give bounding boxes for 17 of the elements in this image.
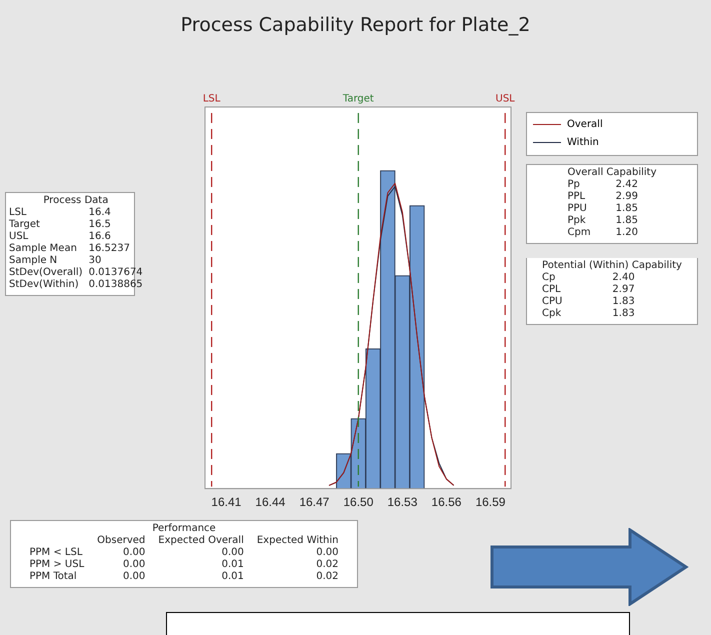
ref-line-label: USL bbox=[496, 94, 516, 105]
x-tick-label: 16.41 bbox=[211, 495, 242, 510]
legend-label: Within bbox=[567, 136, 599, 148]
legend-label: Overall bbox=[567, 118, 603, 130]
ref-line-label: Target bbox=[342, 94, 374, 105]
text: Potential (Within) Capability Cp 2.40 CPL 2.97 CPU 1.83 Cpk 1.83 bbox=[542, 260, 682, 319]
x-tick-label: 16.47 bbox=[299, 495, 330, 510]
ref-line-label: LSL bbox=[202, 94, 221, 105]
text: Process Data LSL 16.4 Target 16.5 USL 16.6 Sample Mean 16.5237 Sample N 30 StDev(Overall) 0.0137674 StDev(Within) 0.0138865 bbox=[9, 195, 143, 290]
text: Performance Observed Expected Overall Expected Within PPM < LSL 0.00 0.00 0.00 PPM > USL 0.00 0.01 0.02 PPM Total 0.00 0.01 0.02 bbox=[29, 523, 339, 582]
chart-title: Process Capability Report for Plate_2 bbox=[180, 14, 532, 36]
x-tick-label: 16.53 bbox=[387, 495, 418, 510]
x-tick-label: 16.56 bbox=[431, 495, 462, 510]
text: Overall Capability Pp 2.42 PPL 2.99 PPU 1.85 Ppk 1.85 Cpm 1.20 bbox=[567, 167, 657, 238]
x-tick-label: 16.59 bbox=[475, 495, 506, 510]
x-tick-label: 16.50 bbox=[343, 495, 374, 510]
x-tick-label: 16.44 bbox=[255, 495, 286, 510]
